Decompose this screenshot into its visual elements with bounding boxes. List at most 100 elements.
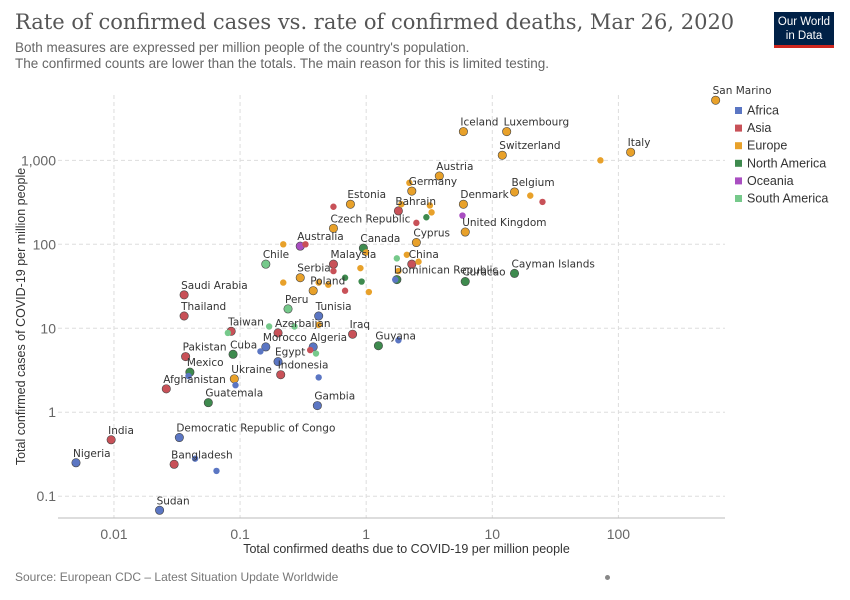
point-nigeria[interactable] bbox=[71, 458, 81, 468]
point-europe[interactable] bbox=[315, 321, 322, 328]
point-cyprus[interactable] bbox=[411, 238, 421, 248]
point-asia[interactable] bbox=[539, 198, 546, 206]
point-europe[interactable] bbox=[398, 201, 405, 208]
point-san-marino[interactable] bbox=[711, 95, 721, 105]
point-europe[interactable] bbox=[597, 157, 604, 164]
point-afghanistan[interactable] bbox=[161, 384, 171, 394]
point-serbia[interactable] bbox=[295, 273, 305, 283]
point-label-denmark: Denmark bbox=[460, 189, 509, 201]
point-europe[interactable] bbox=[280, 241, 287, 248]
point-saudi-arabia[interactable] bbox=[179, 290, 189, 300]
owid-logo[interactable]: Our World in Data bbox=[774, 12, 834, 48]
point-czech-republic[interactable] bbox=[328, 223, 338, 233]
point-europe[interactable] bbox=[426, 202, 434, 209]
point-europe[interactable] bbox=[406, 179, 413, 187]
point-label-iceland: Iceland bbox=[460, 117, 498, 129]
point-north-america[interactable] bbox=[341, 274, 349, 281]
legend-item-africa[interactable]: Africa bbox=[747, 104, 779, 118]
point-iraq[interactable] bbox=[348, 329, 358, 339]
point-europe[interactable] bbox=[280, 279, 287, 286]
point-africa[interactable] bbox=[257, 348, 264, 355]
point-label-guatemala: Guatemala bbox=[205, 388, 263, 400]
point-bangladesh[interactable] bbox=[169, 459, 179, 469]
legend-item-oceania[interactable]: Oceania bbox=[747, 174, 794, 188]
point-denmark[interactable] bbox=[458, 199, 468, 209]
legend-item-europe[interactable]: Europe bbox=[747, 139, 787, 153]
point-asia[interactable] bbox=[330, 267, 337, 275]
legend-item-asia[interactable]: Asia bbox=[747, 121, 771, 135]
point-luxembourg[interactable] bbox=[502, 127, 512, 137]
point-chile[interactable] bbox=[261, 259, 271, 269]
point-europe[interactable] bbox=[362, 249, 370, 256]
point-label-indonesia: Indonesia bbox=[278, 360, 329, 372]
point-china[interactable] bbox=[407, 259, 417, 269]
point-india[interactable] bbox=[106, 435, 116, 445]
point-north-america[interactable] bbox=[358, 278, 365, 285]
point-tunisia[interactable] bbox=[314, 311, 324, 321]
point-label-gambia: Gambia bbox=[314, 391, 355, 403]
point-cayman-islands[interactable] bbox=[510, 268, 520, 278]
point-asia[interactable] bbox=[307, 346, 314, 354]
point-europe[interactable] bbox=[365, 288, 373, 296]
point-europe[interactable] bbox=[395, 267, 402, 275]
point-europe[interactable] bbox=[357, 264, 364, 272]
legend-item-north-america[interactable]: North America bbox=[747, 156, 826, 170]
point-asia[interactable] bbox=[330, 203, 337, 210]
point-africa[interactable] bbox=[232, 381, 239, 389]
legend-swatch-africa bbox=[735, 107, 742, 114]
point-africa[interactable] bbox=[213, 467, 220, 475]
point-africa[interactable] bbox=[392, 276, 399, 283]
point-poland[interactable] bbox=[308, 286, 318, 296]
point-africa[interactable] bbox=[395, 337, 402, 344]
point-asia[interactable] bbox=[413, 219, 420, 227]
point-europe[interactable] bbox=[428, 209, 435, 216]
point-austria[interactable] bbox=[434, 171, 444, 181]
point-asia[interactable] bbox=[341, 287, 349, 294]
point-guatemala[interactable] bbox=[203, 398, 213, 408]
point-gambia[interactable] bbox=[312, 401, 322, 411]
point-italy[interactable] bbox=[626, 147, 636, 157]
point-switzerland[interactable] bbox=[497, 150, 507, 160]
point-pakistan[interactable] bbox=[181, 352, 191, 362]
point-oceania[interactable] bbox=[459, 212, 466, 219]
point-cuba[interactable] bbox=[228, 349, 238, 359]
point-azerbaijan[interactable] bbox=[273, 328, 283, 338]
point-europe[interactable] bbox=[315, 279, 322, 286]
point-thailand[interactable] bbox=[179, 311, 189, 321]
point-africa[interactable] bbox=[315, 374, 322, 381]
point-south-america[interactable] bbox=[393, 255, 401, 262]
point-bahrain[interactable] bbox=[393, 206, 403, 216]
point-europe[interactable] bbox=[527, 192, 534, 199]
point-south-america[interactable] bbox=[291, 323, 298, 330]
point-africa[interactable] bbox=[185, 372, 192, 380]
point-curacao[interactable] bbox=[460, 277, 470, 287]
point-germany[interactable] bbox=[407, 186, 417, 196]
point-sudan[interactable] bbox=[155, 505, 165, 515]
point-iceland[interactable] bbox=[458, 127, 468, 137]
point-label-iraq: Iraq bbox=[350, 319, 371, 331]
point-north-america[interactable] bbox=[423, 214, 430, 221]
footer-dot-indicator[interactable] bbox=[605, 575, 610, 580]
point-united-kingdom[interactable] bbox=[460, 227, 470, 237]
point-europe[interactable] bbox=[403, 251, 411, 258]
point-peru[interactable] bbox=[283, 304, 293, 314]
point-europe[interactable] bbox=[325, 281, 332, 288]
point-south-america[interactable] bbox=[265, 323, 273, 330]
y-axis-ticks: 0.1 1 10 100 1,000 bbox=[21, 152, 56, 504]
point-ukraine[interactable] bbox=[229, 374, 239, 384]
point-label-chile: Chile bbox=[263, 249, 289, 261]
point-africa[interactable] bbox=[191, 455, 199, 462]
point-europe[interactable] bbox=[415, 258, 422, 265]
point-estonia[interactable] bbox=[345, 199, 355, 209]
point-democratic-republic-of-congo[interactable] bbox=[174, 433, 184, 443]
point-asia[interactable] bbox=[302, 241, 309, 248]
point-south-america[interactable] bbox=[224, 329, 232, 337]
point-egypt[interactable] bbox=[273, 357, 283, 367]
point-indonesia[interactable] bbox=[276, 370, 286, 380]
point-belgium[interactable] bbox=[510, 187, 520, 197]
x-tick-label: 10 bbox=[485, 526, 501, 542]
point-guyana[interactable] bbox=[373, 341, 383, 351]
point-morocco[interactable] bbox=[261, 342, 271, 352]
legend-item-south-america[interactable]: South America bbox=[747, 192, 828, 206]
point-south-america[interactable] bbox=[312, 350, 320, 357]
